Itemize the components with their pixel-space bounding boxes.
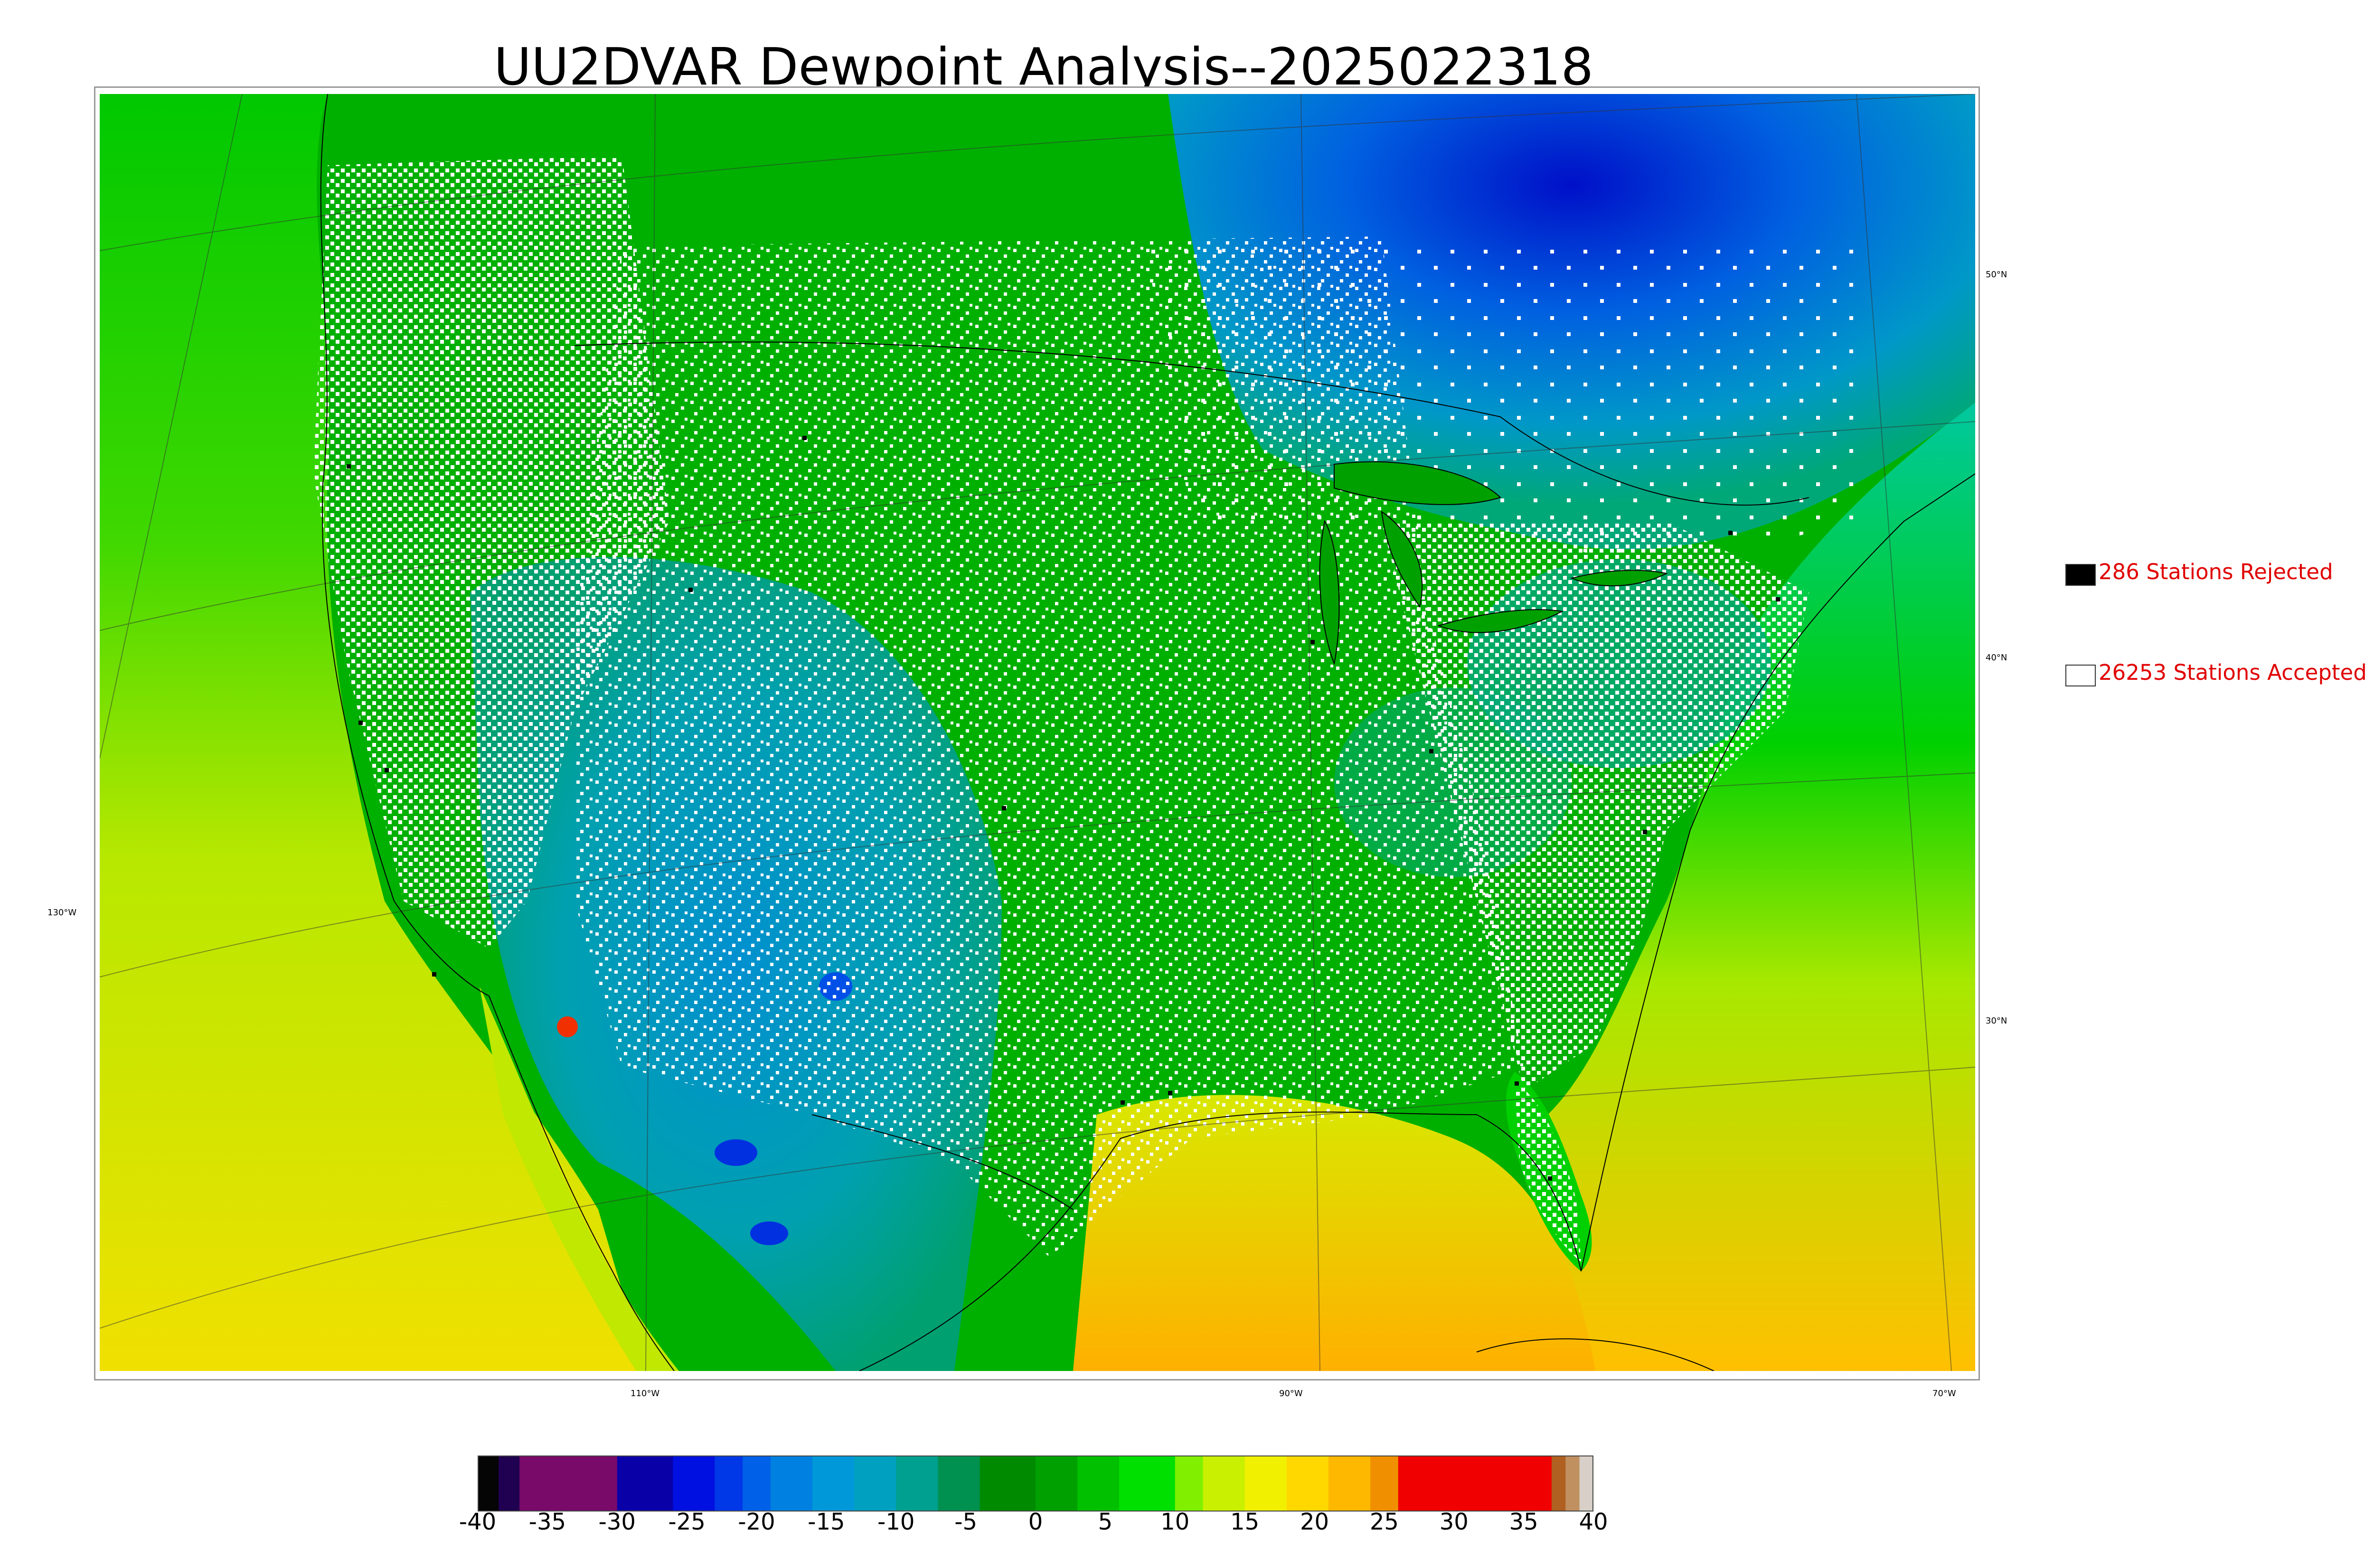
colorbar-band [896,1455,938,1512]
atlantic-ocean [1548,403,1975,1371]
colorbar-band [743,1455,771,1512]
colorbar-border [478,1455,1593,1512]
lat-label: 50°N [1986,270,2007,280]
colorbar-band [1244,1455,1287,1512]
colorbar-tick-label: 30 [1439,1509,1469,1535]
stations-west [313,156,669,948]
lon-label: 110°W [631,1389,660,1399]
graticule [100,94,1975,1371]
lon-label: 70°W [1932,1389,1956,1399]
lon-label: 90°W [1279,1389,1303,1399]
colorbar-tick-label: -35 [528,1509,566,1535]
warm-spot [557,1016,578,1037]
colorbar-band [617,1455,673,1512]
colorbar-tick-label: 15 [1230,1509,1260,1535]
rejected-label: 286 Stations Rejected [2099,559,2333,584]
colorbar-tick-label: -30 [598,1509,636,1535]
colorbar-tick-label: -20 [738,1509,775,1535]
stations-canada [1144,236,1856,569]
colorbar-band [1119,1455,1176,1512]
colorbar-band [519,1455,618,1512]
colorbar-band [1565,1455,1580,1512]
colorbar-band [673,1455,715,1512]
colorbar-band [1551,1455,1566,1512]
colorbar-tick-label: 0 [1028,1509,1043,1535]
stations-east [1382,521,1809,1091]
great-lakes [1319,461,1668,666]
colorbar-band [938,1455,980,1512]
colorbar-tick-label: 20 [1300,1509,1329,1535]
colorbar-tick-label: -25 [668,1509,706,1535]
colorbar-band [1077,1455,1120,1512]
lat-label: 30°N [1986,1016,2007,1026]
colorbar-band [1036,1455,1078,1512]
lon-label: 130°W [47,908,77,918]
colorbar-tick-label: 25 [1369,1509,1399,1535]
rejected-swatch [2065,564,2096,586]
colorbar-tick-label: 5 [1098,1509,1113,1535]
dewpoint-map [100,94,1975,1371]
colorbar-band [812,1455,855,1512]
colorbar-band [980,1455,1036,1512]
colorbar [478,1455,1593,1512]
colorbar-band [1286,1455,1329,1512]
colorbar-band [715,1455,743,1512]
colorbar-band [499,1455,520,1512]
colorbar-band [770,1455,813,1512]
cold-spot [715,1139,757,1166]
accepted-label: 26253 Stations Accepted [2099,660,2367,685]
colorbar-band [1175,1455,1203,1512]
accepted-swatch [2065,665,2096,686]
colorbar-tick-label: 35 [1509,1509,1538,1535]
colorbar-band [854,1455,896,1512]
colorbar-band [1579,1455,1593,1512]
lat-label: 40°N [1986,653,2007,663]
colorbar-band [1398,1455,1552,1512]
colorbar-tick-label: -10 [877,1509,915,1535]
pacific-ocean [100,94,646,1371]
colorbar-band [1203,1455,1245,1512]
colorbar-tick-label: -15 [808,1509,845,1535]
gulf-of-mexico [1073,1095,1595,1371]
colorbar-tick-label: 10 [1160,1509,1190,1535]
colorbar-tick-label: -40 [459,1509,497,1535]
rejected-stations [347,436,1780,1181]
colorbar-band [1370,1455,1399,1512]
cold-spot [750,1221,788,1245]
colorbar-band [1328,1455,1371,1512]
colorbar-tick-label: 40 [1579,1509,1608,1535]
colorbar-tick-label: -5 [954,1509,978,1535]
colorbar-band [478,1455,499,1512]
coastlines [320,94,1975,1371]
